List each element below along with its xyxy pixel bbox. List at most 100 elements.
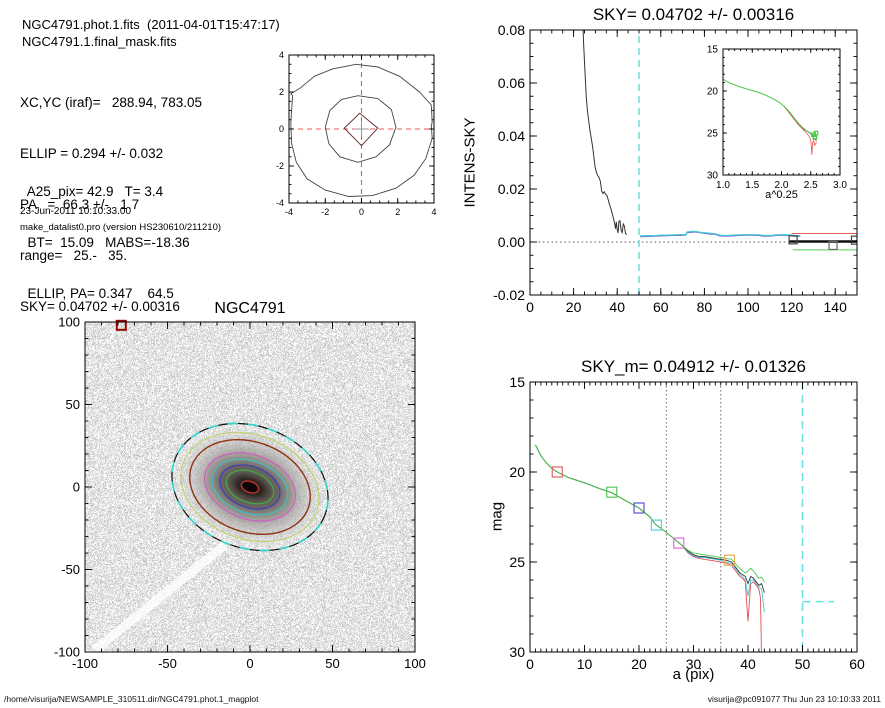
marker-red [551, 466, 563, 478]
intens-sky-axis-label: INTENS-SKY [461, 117, 479, 208]
y-tick-label: 0.02 [498, 181, 525, 197]
x-tick-label: 50 [325, 656, 339, 671]
y-tick-label: 0.08 [498, 22, 525, 38]
x-tick-label: 0 [246, 656, 253, 671]
axis-frame [529, 29, 858, 296]
x-tick-label: 50 [795, 656, 811, 672]
datestamp: 23-Jun-2011 10:10:33.00 [20, 206, 132, 217]
galaxy-nucleus [242, 481, 258, 493]
corner-marker-square [115, 319, 127, 331]
x-tick-label: 2 [395, 207, 400, 217]
y-tick-label: -4 [276, 198, 284, 208]
param-pa: PA = 66.3 +/- 1.7 [20, 197, 140, 212]
chart-contour_inset: -4 -2 0 2 4 -4 -2 0 2 4 [276, 50, 437, 217]
param-xcyc: XC,YC (iraf)= 288.94, 783.05 [20, 95, 202, 110]
y-tick-label: 50 [66, 397, 80, 412]
marker-orange [723, 554, 736, 566]
y-tick-label: -100 [54, 645, 80, 660]
y-tick-label: 25 [509, 554, 525, 570]
x-tick-label: 40 [740, 656, 756, 672]
y-tick-label: 0.00 [498, 234, 525, 250]
contour-outer [290, 63, 433, 197]
x-tick-label: 2.0 [775, 180, 789, 191]
y-tick-label: -50 [61, 562, 80, 577]
chart-image: -100 -50 0 50 100 -100 -50 0 50 100 [54, 315, 426, 671]
x-tick-label: 0 [359, 207, 364, 217]
isophote-ellipse-0 [171, 422, 329, 552]
isophote-ellipse-6 [219, 464, 281, 510]
diagonal-streak [92, 541, 228, 654]
x-tick-label: 120 [780, 299, 804, 315]
chart-sky_inset: 1.0 1.5 2.0 2.5 3.0 15 20 25 30 [707, 45, 848, 192]
galaxy-image-panel [85, 319, 415, 654]
contour-inner-diamond [343, 112, 379, 147]
marker-cyan [650, 519, 663, 531]
param-bt: BT= 15.09 MABS=-18.36 [20, 235, 190, 250]
x-tick-label: 20 [631, 656, 647, 672]
x-tick-label: 20 [566, 299, 582, 315]
x-tick-label: -2 [321, 207, 329, 217]
y-tick-label: 20 [509, 464, 525, 480]
axis-frame [529, 381, 858, 653]
x-tick-label: 2.5 [804, 180, 818, 191]
galaxy-title: NGC4791 [214, 300, 286, 317]
mag-axis-label: mag [488, 501, 506, 532]
fits-filename: NGC4791.phot.1.fits (2011-04-01T15:47:17… [22, 17, 280, 32]
x-tick-label: 10 [577, 656, 593, 672]
x-tick-label: 60 [849, 656, 865, 672]
x-tick-label: 3.0 [833, 180, 847, 191]
y-tick-label: 0.06 [498, 75, 525, 91]
derived-params: A25_pix= 42.9 T= 3.4 BT= 15.09 MABS=-18.… [20, 149, 190, 336]
footer-user-timestamp: visurija@pc091077 Thu Jun 23 10:10:33 20… [707, 694, 881, 704]
x-tick-label: 80 [697, 299, 713, 315]
inset-x-axis-label: a^0.25 [765, 189, 798, 201]
param-ellip-pa: ELLIP, PA= 0.347 64.5 [20, 286, 174, 301]
photometry-params: XC,YC (iraf)= 288.94, 783.05 ELLIP = 0.2… [20, 60, 202, 349]
sky-plot-title: SKY= 0.04702 +/- 0.00316 [592, 5, 795, 24]
x-tick-label: 100 [404, 656, 426, 671]
x-tick-label: 0 [526, 299, 534, 315]
y-tick-label: 4 [279, 50, 284, 60]
param-a25: A25_pix= 42.9 T= 3.4 [20, 184, 164, 199]
chart-sky: 0 20 40 60 80 100 120 140 0.08 0.06 0.04 0.02 0.00 -0… [493, 22, 858, 315]
inset-green-points [812, 134, 818, 140]
x-tick-label: 1.5 [745, 180, 759, 191]
inset-profile-red [784, 106, 817, 155]
x-tick-label: 60 [653, 299, 669, 315]
y-tick-label: 100 [58, 315, 80, 330]
script-version: make_datalist0.pro (version HS230610/211… [20, 222, 222, 233]
sky-sample-squares [788, 235, 798, 245]
y-tick-label: 20 [707, 87, 719, 98]
param-sky: SKY= 0.04702 +/- 0.00316 [20, 299, 180, 314]
y-tick-label: 15 [509, 374, 525, 390]
x-tick-label: -4 [285, 207, 293, 217]
x-tick-label: 100 [736, 299, 760, 315]
x-tick-label: -50 [158, 656, 177, 671]
isophote-ellipse-1 [171, 422, 329, 552]
intensity-profile [582, 30, 627, 235]
marker-green [606, 486, 618, 498]
x-tick-label: 0 [526, 656, 534, 672]
y-tick-label: 0 [279, 124, 284, 134]
marker-magenta [673, 537, 685, 549]
x-tick-label: 1.0 [716, 180, 730, 191]
isophote-ellipse-8 [240, 480, 260, 494]
y-tick-label: 0 [73, 480, 80, 495]
isophote-contours [115, 319, 329, 552]
y-tick-label: 15 [707, 45, 719, 56]
x-tick-label: 140 [824, 299, 848, 315]
sky-step-cyan [640, 230, 801, 237]
mask-filename: NGC4791.1.final_mask.fits [22, 34, 177, 49]
isophote-ellipse-2 [180, 431, 320, 543]
x-tick-label: 30 [686, 656, 702, 672]
y-tick-label: -0.02 [493, 287, 525, 303]
x-tick-label: 4 [431, 207, 436, 217]
y-tick-label: -2 [276, 161, 284, 171]
y-tick-label: 30 [707, 171, 719, 182]
param-ellip: ELLIP = 0.294 +/- 0.032 [20, 146, 164, 161]
sky-m-plot-title: SKY_m= 0.04912 +/- 0.01326 [581, 357, 806, 376]
mag-profile-green [535, 444, 765, 583]
